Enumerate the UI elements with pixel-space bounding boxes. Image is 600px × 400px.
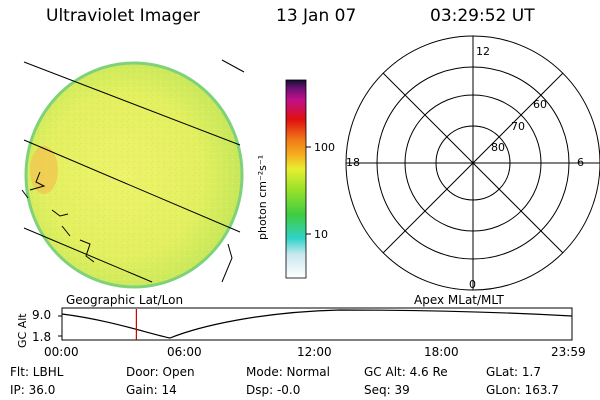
mlt-label-12: 12 [476,45,490,58]
colorbar-tick-100: 100 [314,141,335,154]
timeline-xtick-1200: 12:00 [297,345,332,359]
colorbar [285,79,311,279]
time-label: 03:29:52 UT [430,6,535,26]
timeline-ytick-1-8: 1.8 [32,330,52,344]
status-ip: IP: 36.0 [10,383,56,397]
auroral-disk [24,61,244,289]
mlt-label-18: 18 [346,156,360,169]
timeline-left-label: Geographic Lat/Lon [66,293,184,307]
date-label: 13 Jan 07 [276,6,357,26]
status-gain: Gain: 14 [126,383,177,397]
altitude-curve [61,309,573,339]
polar-plot [345,35,600,291]
timeline-xtick-0600: 06:00 [167,345,202,359]
status-door: Door: Open [126,365,195,379]
mlt-label-6: 6 [577,156,584,169]
status-mode: Mode: Normal [246,365,330,379]
status-seq: Seq: 39 [364,383,410,397]
colorbar-tick-10: 10 [314,228,328,241]
mlat-label-80: 80 [491,141,505,154]
timeline-xtick-2359: 23:59 [551,345,586,359]
status-dsp: Dsp: -0.0 [246,383,301,397]
status-glon: GLon: 163.7 [486,383,559,397]
timeline-ytick-9: 9.0 [32,308,52,322]
instrument-title: Ultraviolet Imager [46,6,200,26]
mlat-label-70: 70 [511,120,525,133]
mlt-label-0: 0 [469,278,476,291]
timeline-panel [58,307,573,341]
status-glat: GLat: 1.7 [486,365,541,379]
status-filter: Flt: LBHL [10,365,64,379]
timeline-xtick-0000: 00:00 [44,345,79,359]
mlat-label-60: 60 [533,98,547,111]
timeline-axis-title: GC Alt [16,313,29,348]
timeline-right-label: Apex MLat/MLT [414,293,504,307]
status-gc-alt: GC Alt: 4.6 Re [364,365,448,379]
timeline-xtick-1800: 18:00 [424,345,459,359]
colorbar-unit-label: photon cm⁻²s⁻¹ [256,154,269,240]
latlon-grid-lines [21,59,245,283]
